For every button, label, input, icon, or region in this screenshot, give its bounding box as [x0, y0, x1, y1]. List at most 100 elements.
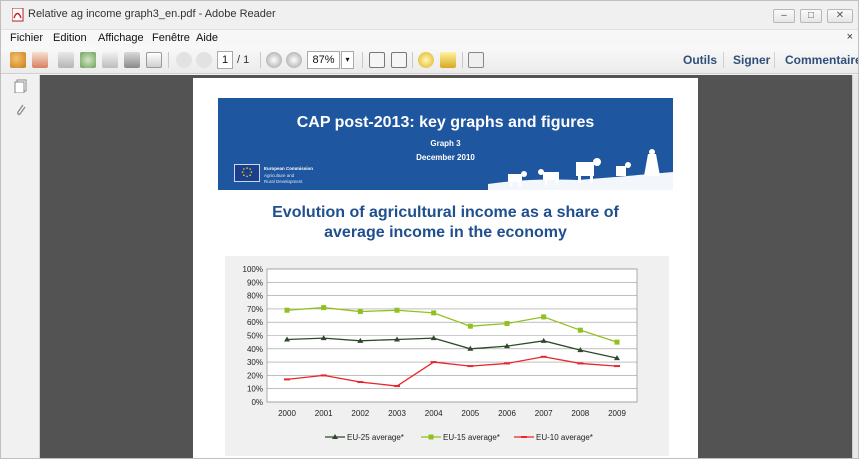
department-line-1: Agriculture and [264, 173, 295, 178]
close-document-icon[interactable]: × [846, 31, 853, 43]
x-tick-label: 2001 [315, 409, 333, 418]
y-tick-label: 30% [247, 358, 263, 367]
toolbar-separator [260, 52, 261, 68]
x-tick-label: 2004 [425, 409, 443, 418]
data-point [504, 362, 510, 365]
email-icon[interactable] [146, 52, 162, 68]
edit-document-icon[interactable] [58, 52, 74, 68]
y-tick-label: 10% [247, 385, 263, 394]
report-banner: CAP post-2013: key graphs and figures Gr… [218, 98, 673, 190]
zoom-dropdown-chevron-icon[interactable]: ▾ [341, 51, 354, 69]
window-title: Relative ag income graph3_en.pdf - Adobe… [28, 8, 276, 20]
data-point [320, 374, 327, 377]
data-point [394, 307, 400, 313]
eu-flag-logo-icon [234, 164, 260, 182]
comment-link[interactable]: Commentaire [785, 53, 859, 67]
data-point [430, 335, 437, 341]
data-point [614, 355, 620, 361]
data-point [577, 327, 583, 333]
menu-aide[interactable]: Aide [196, 32, 219, 44]
maximize-button[interactable]: □ [800, 9, 822, 23]
series-line [286, 356, 618, 387]
menu-bar: Fichier Edition Affichage Fenêtre Aide × [0, 30, 859, 46]
menu-edition[interactable]: Edition [53, 32, 87, 44]
agricultural-income-line-chart: 0% 10% 20% 30% 40% 50% 60% 70% 80% 90% 100% 2000 200… [243, 265, 638, 442]
series-line [286, 337, 618, 359]
y-tick-label: 0% [251, 398, 263, 407]
fit-page-icon[interactable] [391, 52, 407, 68]
tools-link[interactable]: Outils [683, 53, 718, 67]
data-point [504, 321, 510, 327]
close-button[interactable]: ✕ [827, 9, 853, 23]
banner-title: CAP post-2013: key graphs and figures [296, 114, 595, 131]
legend-label: EU-10 average* [536, 433, 593, 442]
vertical-scrollbar[interactable] [852, 75, 859, 459]
full-screen-icon[interactable] [468, 52, 484, 68]
open-icon[interactable] [32, 52, 48, 68]
print-icon[interactable] [124, 52, 140, 68]
document-heading-line-1: Evolution of agricultural income as a sh… [272, 204, 619, 221]
x-tick-label: 2000 [278, 409, 296, 418]
data-point [320, 335, 327, 341]
page-thumbnails-icon[interactable] [14, 79, 28, 93]
y-tick-label: 60% [247, 318, 263, 327]
attachments-paperclip-icon[interactable] [15, 103, 27, 117]
data-point [430, 361, 437, 364]
legend-marker [332, 434, 338, 439]
title-bar: Relative ag income graph3_en.pdf - Adobe… [0, 0, 859, 30]
legend-marker [428, 434, 434, 440]
share-icon[interactable] [80, 52, 96, 68]
toolbar-separator [168, 52, 169, 68]
page-number-input[interactable]: 1 [217, 51, 233, 69]
data-point [540, 337, 547, 343]
x-tick-label: 2007 [535, 409, 553, 418]
banner-date: December 2010 [416, 153, 475, 162]
y-tick-label: 80% [247, 292, 263, 301]
data-point [467, 345, 474, 351]
zoom-out-icon[interactable] [266, 52, 282, 68]
data-point [540, 355, 547, 358]
data-point [357, 337, 364, 343]
data-point [284, 307, 290, 313]
data-point [357, 381, 364, 384]
comment-icon[interactable] [418, 52, 434, 68]
data-point [614, 339, 620, 345]
legend-label: EU-15 average* [443, 433, 500, 442]
data-point [614, 365, 620, 368]
zoom-in-icon[interactable] [286, 52, 302, 68]
data-point [321, 305, 327, 311]
menu-fenetre[interactable]: Fenêtre [152, 32, 190, 44]
data-point [577, 362, 584, 365]
data-point [284, 336, 290, 342]
y-tick-label: 50% [247, 332, 263, 341]
data-point [467, 323, 473, 329]
legend-marker [521, 436, 527, 438]
data-point [284, 378, 290, 381]
save-icon[interactable] [102, 52, 118, 68]
banner-subtitle: Graph 3 [430, 139, 461, 148]
menu-affichage[interactable]: Affichage [98, 32, 144, 44]
data-point [541, 314, 547, 320]
navigation-panel [0, 75, 40, 459]
toolbar-separator [412, 52, 413, 68]
page-total: / 1 [237, 54, 250, 66]
data-point [394, 336, 400, 342]
data-point [467, 365, 474, 368]
department-line-2: Rural Development [264, 179, 303, 184]
sign-link[interactable]: Signer [733, 53, 771, 67]
create-icon[interactable] [10, 52, 26, 68]
farm-animals-silhouette-icon [488, 149, 673, 190]
zoom-level-field[interactable]: 87% [307, 51, 340, 69]
previous-page-icon[interactable] [176, 52, 192, 68]
y-tick-label: 90% [247, 278, 263, 287]
data-point [504, 343, 510, 349]
highlight-icon[interactable] [440, 52, 456, 68]
menu-fichier[interactable]: Fichier [10, 32, 44, 44]
toolbar-divider [723, 52, 724, 68]
next-page-icon[interactable] [196, 52, 212, 68]
minimize-button[interactable]: – [773, 9, 795, 23]
fit-width-icon[interactable] [369, 52, 385, 68]
toolbar-divider [774, 52, 775, 68]
x-tick-label: 2003 [388, 409, 406, 418]
